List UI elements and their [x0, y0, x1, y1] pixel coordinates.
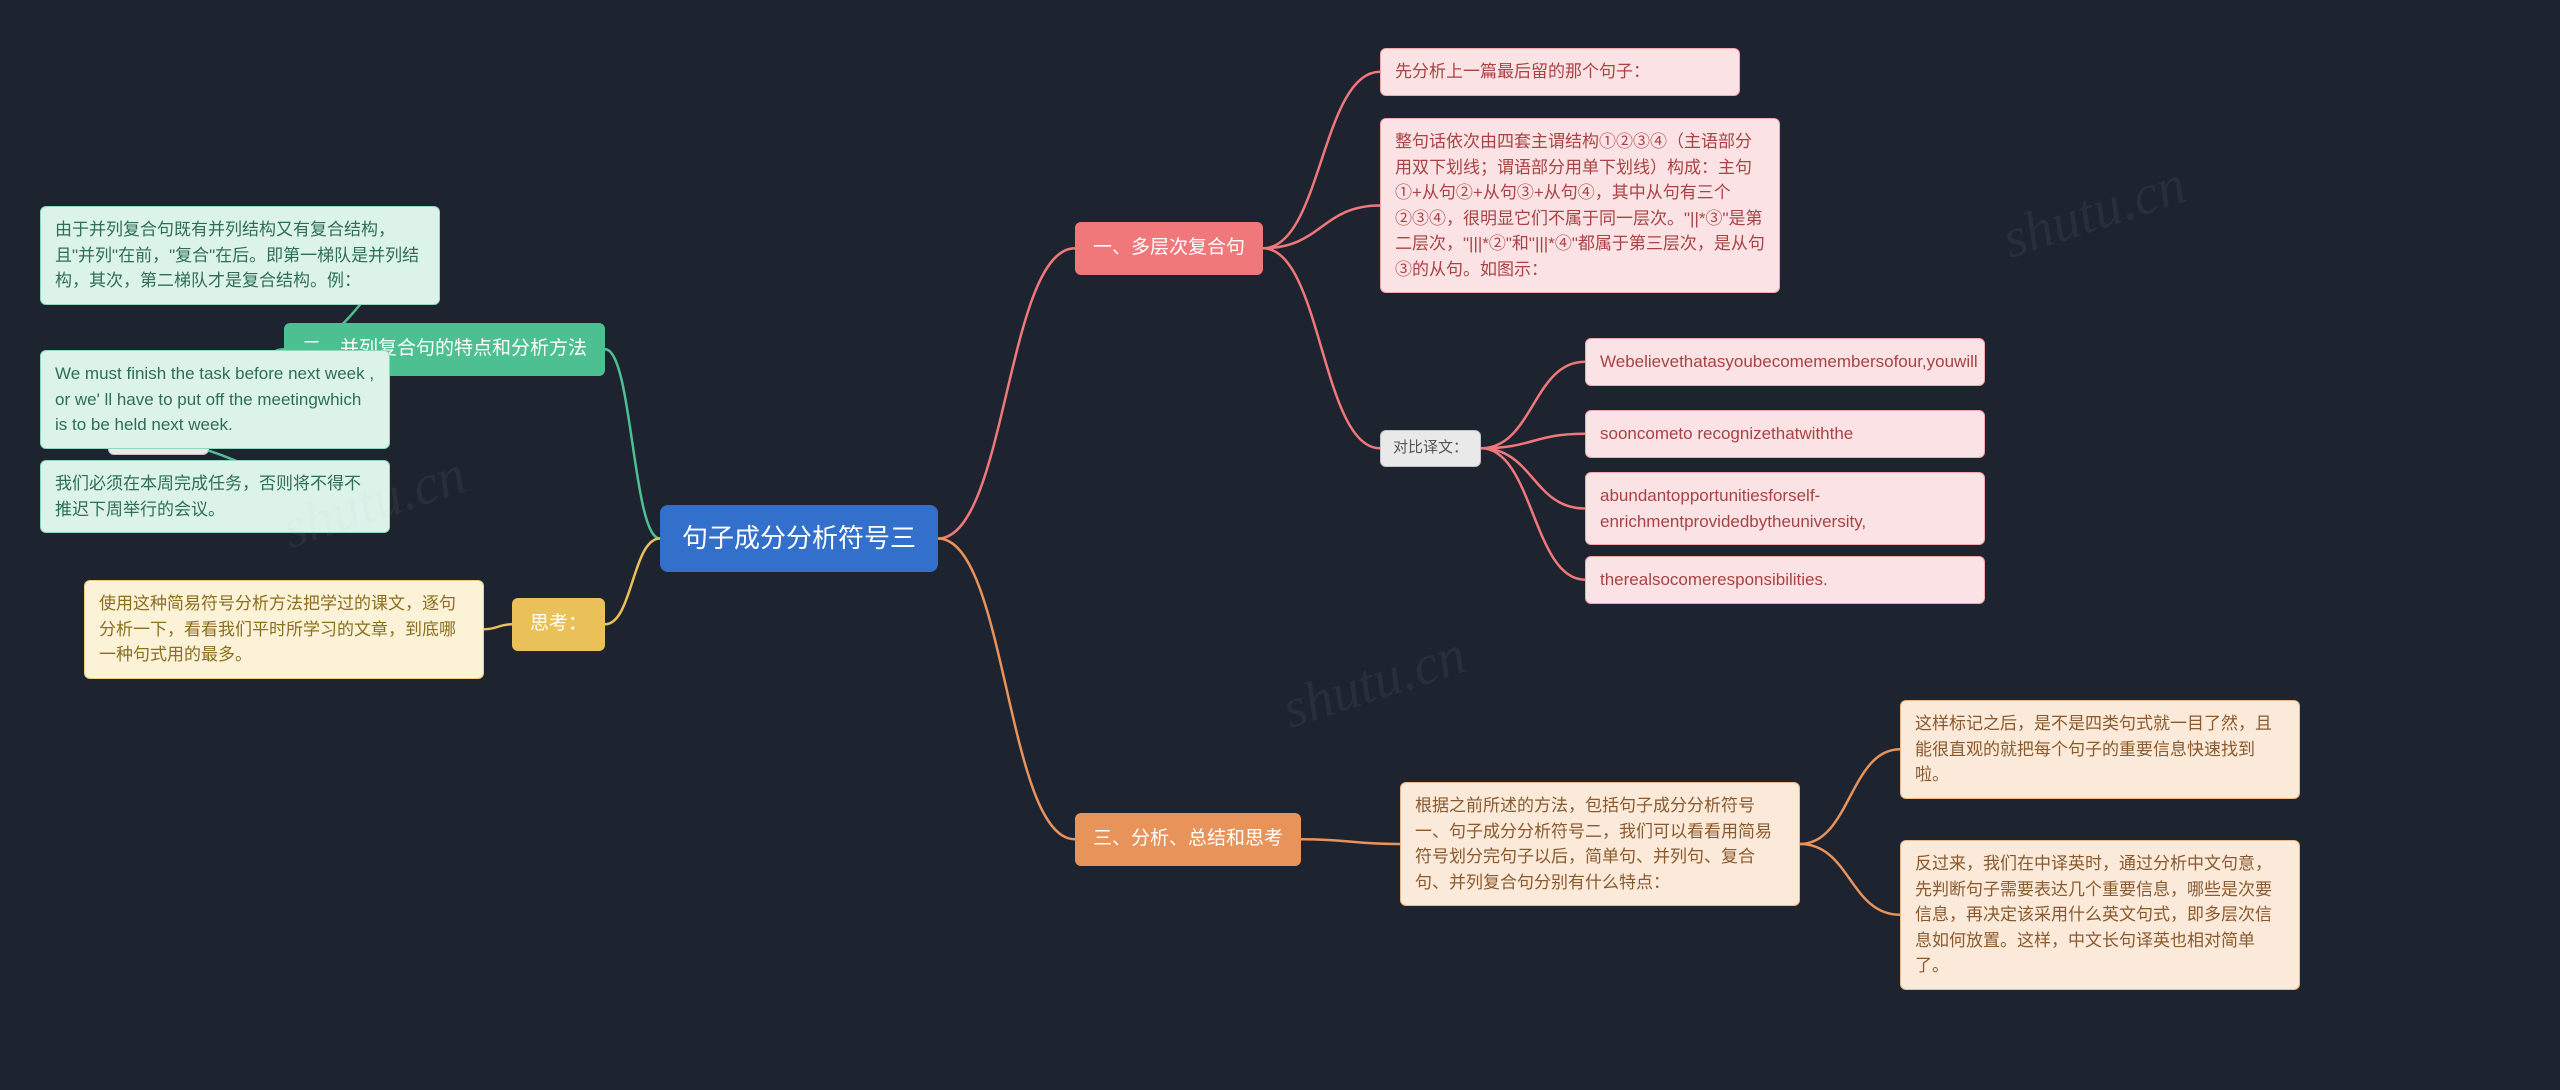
branch-3-sub-1: 这样标记之后，是不是四类句式就一目了然，且能很直观的就把每个句子的重要信息快速找…	[1900, 700, 2300, 799]
branch-2-leaf-1: 由于并列复合句既有并列结构又有复合结构，且"并列"在前，"复合"在后。即第一梯队…	[40, 206, 440, 305]
branch-1-leaf-1: 先分析上一篇最后留的那个句子：	[1380, 48, 1740, 96]
branch-3: 三、分析、总结和思考	[1075, 813, 1301, 866]
branch-2-compare-1: We must finish the task before next week…	[40, 350, 390, 449]
branch-3-sub-2: 反过来，我们在中译英时，通过分析中文句意，先判断句子需要表达几个重要信息，哪些是…	[1900, 840, 2300, 990]
branch-1-compare-4: therealsocomeresponsibilities.	[1585, 556, 1985, 604]
branch-3-leaf-1: 根据之前所述的方法，包括句子成分分析符号一、句子成分分析符号二，我们可以看看用简…	[1400, 782, 1800, 906]
branch-4-leaf-1: 使用这种简易符号分析方法把学过的课文，逐句分析一下，看看我们平时所学习的文章，到…	[84, 580, 484, 679]
branch-1-compare-2: sooncometo recognizethatwiththe	[1585, 410, 1985, 458]
watermark: shutu.cn	[1275, 622, 1474, 741]
root-node: 句子成分分析符号三	[660, 505, 938, 572]
branch-1-compare-1: Webelievethatasyoubecomemembersofour,you…	[1585, 338, 1985, 386]
watermark: shutu.cn	[1995, 152, 2194, 271]
branch-4: 思考：	[512, 598, 605, 651]
branch-1-leaf-2: 整句话依次由四套主谓结构①②③④（主语部分用双下划线；谓语部分用单下划线）构成：…	[1380, 118, 1780, 293]
branch-1: 一、多层次复合句	[1075, 222, 1263, 275]
branch-2-compare-2: 我们必须在本周完成任务，否则将不得不推迟下周举行的会议。	[40, 460, 390, 533]
branch-1-compare-label: 对比译文：	[1380, 430, 1481, 467]
branch-1-compare-3: abundantopportunitiesforself-enrichmentp…	[1585, 472, 1985, 545]
